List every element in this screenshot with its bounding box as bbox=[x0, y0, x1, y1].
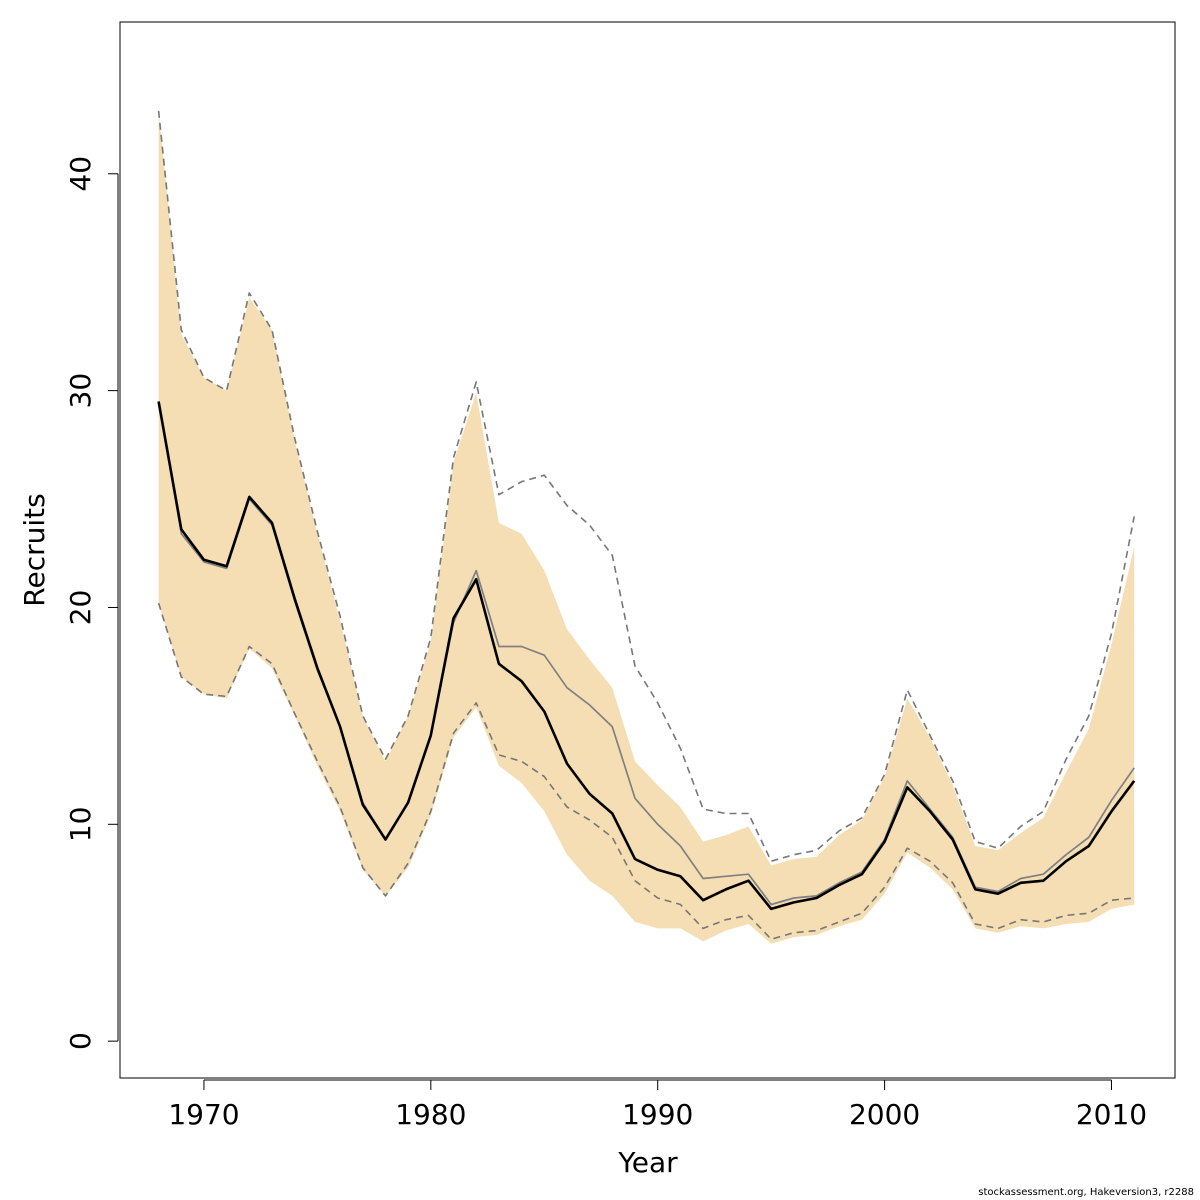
axes-layer: 1970 1980 1990 2000 2010 0 10 20 30 40 bbox=[64, 156, 1147, 1131]
x-tick-label: 1990 bbox=[622, 1098, 693, 1131]
dashed-upper-bound-line bbox=[157, 110, 1135, 863]
interval-band-layer bbox=[158, 110, 1135, 944]
y-tick-label: 40 bbox=[64, 156, 97, 192]
y-axis-label: Recruits bbox=[18, 493, 51, 606]
interval-band bbox=[158, 110, 1135, 944]
y-tick-label: 20 bbox=[64, 590, 97, 626]
y-tick-label: 10 bbox=[64, 806, 97, 842]
x-tick-label: 1980 bbox=[395, 1098, 466, 1131]
dashed-lower-bound-line bbox=[157, 602, 1135, 941]
x-tick-label: 1970 bbox=[168, 1098, 239, 1131]
y-tick-label: 0 bbox=[64, 1032, 97, 1050]
x-tick-label: 2010 bbox=[1076, 1098, 1147, 1131]
black-median-line bbox=[157, 401, 1136, 911]
x-axis-label: Year bbox=[617, 1146, 678, 1179]
series-lines-layer bbox=[157, 110, 1136, 941]
plot-frame bbox=[119, 21, 1176, 1079]
y-tick-label: 30 bbox=[64, 373, 97, 409]
x-tick-label: 2000 bbox=[849, 1098, 920, 1131]
footer-note: stockassessment.org, Hakeversion3, r2288 bbox=[978, 1187, 1194, 1198]
